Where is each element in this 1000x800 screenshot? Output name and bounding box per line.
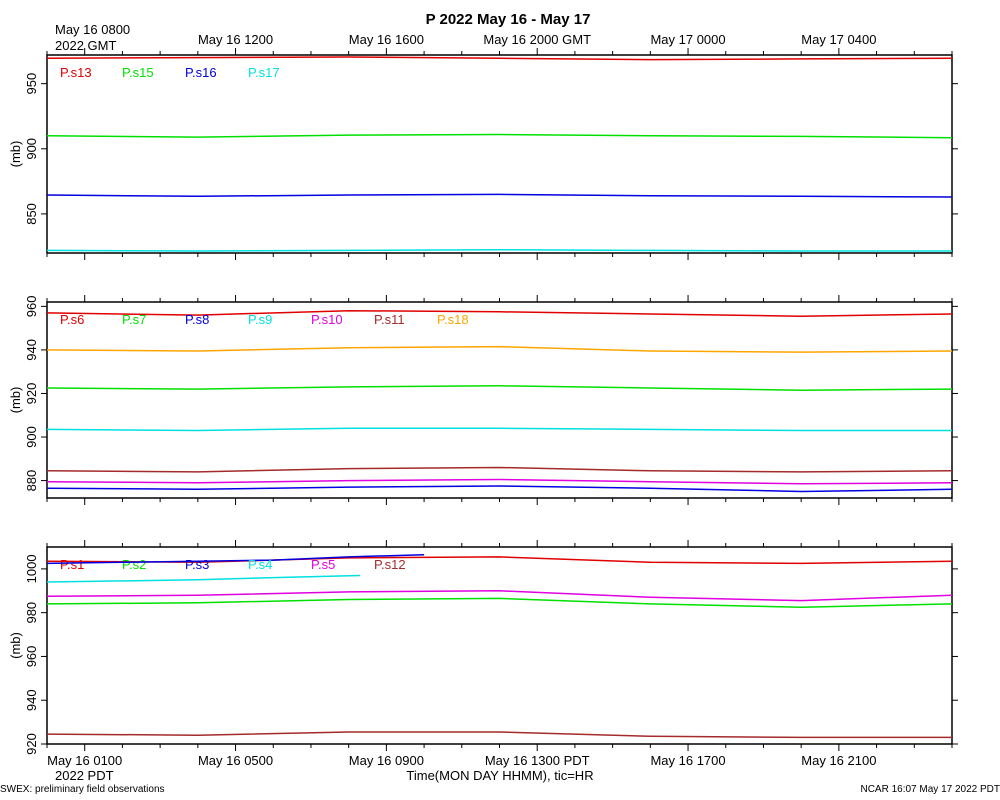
panel-3: 920 940 960 980 1000 (mb) P.s1 P.s2 P.s3 P.s4 P.s5… [8, 540, 958, 755]
legend-P.s15: P.s15 [122, 65, 154, 80]
legend-P.s13: P.s13 [60, 65, 92, 80]
legend-P.s2: P.s2 [122, 557, 146, 572]
legend-P.s3: P.s3 [185, 557, 209, 572]
legend-P.s9: P.s9 [248, 312, 272, 327]
y-tick-label: 920 [24, 383, 39, 405]
y-tick-label: 960 [24, 646, 39, 668]
chart-title: P 2022 May 16 - May 17 [426, 11, 591, 28]
y-tick-label: 850 [24, 203, 39, 225]
bottom-axis-labels: May 16 0100 May 16 0500 May 16 0900 May 16 … [47, 753, 876, 768]
series-line-P.s10 [46, 478, 953, 485]
x-axis-title: Time(MON DAY HHMM), tic=HR [406, 768, 593, 783]
panel-2: 880 900 920 940 960 (mb) P.s6 P.s7 P.s8 P.s9 P.s10… [8, 295, 958, 505]
y-axis-label: (mb) [8, 141, 23, 168]
legend-P.s6: P.s6 [60, 312, 84, 327]
top-axis-label: May 16 1600 [349, 32, 424, 47]
series-line-P.s1 [46, 556, 953, 565]
panel-frame [46, 54, 953, 254]
y-tick-label: 920 [24, 733, 39, 755]
top-axis-label: May 17 0400 [801, 32, 876, 47]
panel-frame [46, 546, 953, 745]
legend-P.s11: P.s11 [374, 312, 405, 327]
bottom-axis-label: May 16 0100 [47, 753, 122, 768]
legend-P.s10: P.s10 [311, 312, 343, 327]
top-axis-year-label: 2022 GMT [55, 38, 116, 53]
series-line-P.s13 [46, 56, 953, 61]
legend-P.s4: P.s4 [248, 557, 272, 572]
footer-right-note: NCAR 16:07 May 17 2022 PDT [860, 784, 1000, 795]
legend-P.s8: P.s8 [185, 312, 209, 327]
y-axis-label: (mb) [8, 387, 23, 414]
series-line-P.s16 [46, 193, 953, 198]
series-line-P.s3 [46, 553, 425, 565]
bottom-axis-label: May 16 1700 [650, 753, 725, 768]
top-axis-label: May 16 1200 [198, 32, 273, 47]
y-tick-label: 1000 [24, 554, 39, 583]
bottom-axis-label: May 16 0900 [349, 753, 424, 768]
y-tick-label: 980 [24, 602, 39, 624]
top-axis-labels: May 16 1200 May 16 1600 May 16 2000 GMT May… [198, 32, 877, 47]
panel-1: 850 900 950 (mb) P.s13 P.s15 P.s16 P.s17 [8, 48, 958, 260]
series-line-P.s18 [46, 345, 953, 353]
panel-frame [46, 301, 953, 499]
series-line-P.s6 [46, 309, 953, 317]
top-axis-label: May 16 2000 GMT [483, 32, 591, 47]
series-line-P.s12 [46, 731, 952, 739]
y-tick-label: 940 [24, 689, 39, 711]
legend-P.s12: P.s12 [374, 557, 406, 572]
legend-P.s7: P.s7 [122, 312, 146, 327]
series-line-P.s11 [46, 466, 953, 473]
bottom-axis-label: May 16 1300 PDT [485, 753, 590, 768]
legend-P.s18: P.s18 [437, 312, 469, 327]
y-tick-label: 880 [24, 470, 39, 492]
y-tick-label: 940 [24, 339, 39, 361]
y-tick-label: 900 [24, 426, 39, 448]
series-line-P.s5 [46, 590, 953, 602]
series-line-P.s9 [46, 427, 952, 432]
panels: 850 900 950 (mb) P.s13 P.s15 P.s16 P.s17 880 900 9… [8, 48, 958, 755]
y-tick-label: 900 [24, 138, 39, 160]
bottom-axis-year-label: 2022 PDT [55, 768, 114, 783]
y-tick-label: 960 [24, 296, 39, 318]
series-line-P.s17 [46, 248, 952, 252]
footer-left-note: SWEX: preliminary field observations [0, 784, 165, 795]
y-tick-label: 950 [24, 73, 39, 95]
series-line-P.s4 [46, 574, 361, 583]
series-line-P.s2 [46, 597, 953, 608]
bottom-axis-label: May 16 2100 [801, 753, 876, 768]
legend-P.s17: P.s17 [248, 65, 280, 80]
top-axis-first-label: May 16 0800 [55, 22, 130, 37]
series-line-P.s8 [46, 485, 953, 493]
bottom-axis-label: May 16 0500 [198, 753, 273, 768]
series-line-P.s7 [46, 385, 953, 391]
legend-P.s1: P.s1 [60, 557, 84, 572]
legend-P.s5: P.s5 [311, 557, 335, 572]
series-line-P.s15 [46, 133, 953, 139]
top-axis-label: May 17 0000 [650, 32, 725, 47]
legend-P.s16: P.s16 [185, 65, 217, 80]
y-axis-label: (mb) [8, 632, 23, 659]
